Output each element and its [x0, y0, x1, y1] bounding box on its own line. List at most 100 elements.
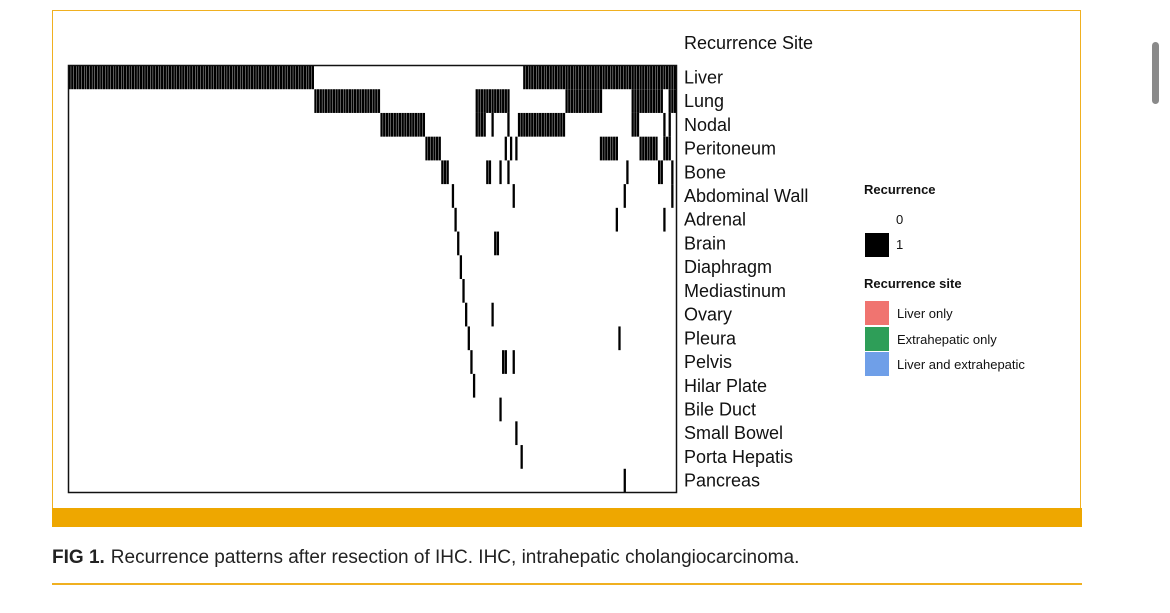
heatmap-cell	[623, 184, 626, 208]
heatmap-cell	[224, 65, 227, 90]
heatmap-cell	[377, 89, 381, 113]
heatmap-cell	[388, 112, 391, 137]
caption-text: Recurrence patterns after resection of I…	[110, 547, 800, 568]
heatmap-cell	[301, 65, 304, 90]
heatmap-cell	[406, 112, 410, 137]
heatmap-cell	[655, 65, 658, 90]
heatmap-cell	[309, 65, 312, 90]
heatmap-cell	[605, 136, 608, 161]
heatmap-cell	[644, 89, 648, 113]
heatmap-cell	[634, 65, 637, 90]
heatmap-cell	[642, 136, 645, 161]
heatmap-cell	[523, 65, 526, 90]
heatmap-cell	[583, 89, 587, 113]
heatmap-cell	[314, 89, 317, 113]
heatmap-cell	[354, 89, 357, 113]
heatmap-cell	[647, 89, 650, 113]
heatmap-cell	[356, 89, 359, 113]
heatmap-cell	[599, 136, 603, 161]
heatmap-cell	[512, 350, 515, 374]
heatmap-cell	[454, 207, 457, 232]
heatmap-cell	[253, 65, 256, 90]
heatmap-cell	[594, 89, 597, 113]
heatmap-cell	[108, 65, 111, 90]
row-label: Small Bowel	[684, 423, 783, 443]
heatmap-cell	[499, 160, 502, 185]
heatmap-cell	[615, 65, 618, 90]
heatmap-cell	[480, 112, 484, 137]
legend-recurrence-1: 1	[896, 237, 903, 252]
heatmap-cell	[340, 89, 344, 113]
heatmap-cell	[549, 112, 552, 137]
heatmap-cell	[591, 65, 595, 90]
heatmap-cell	[330, 89, 333, 113]
heatmap-cell	[290, 65, 293, 90]
heatmap-cell	[179, 65, 182, 90]
heatmap-cell	[488, 89, 492, 113]
row-label: Peritoneum	[684, 139, 776, 159]
heatmap-cell	[145, 65, 148, 90]
heatmap-cell	[443, 160, 447, 185]
heatmap-cell	[475, 112, 478, 137]
heatmap-cell	[129, 65, 132, 90]
heatmap-cell	[351, 89, 354, 113]
heatmap-cell	[491, 89, 494, 113]
heatmap-cell	[435, 136, 439, 161]
heatmap-cell	[396, 112, 399, 137]
heatmap-cell	[668, 89, 671, 113]
heatmap-cell	[100, 65, 103, 90]
heatmap-cell	[232, 65, 235, 90]
heatmap-cell	[496, 231, 500, 256]
heatmap-cell	[494, 89, 497, 113]
heatmap-cell	[467, 326, 470, 351]
heatmap-cell	[332, 89, 336, 113]
legend-swatch-1	[865, 233, 889, 257]
heatmap-cell	[631, 112, 634, 137]
heatmap-cell	[346, 89, 349, 113]
heatmap-cell	[586, 89, 589, 113]
heatmap-cell	[570, 89, 574, 113]
heatmap-cell	[549, 65, 552, 90]
heatmap-cell	[665, 65, 669, 90]
heatmap-cell	[602, 65, 605, 90]
heatmap-cell	[644, 136, 648, 161]
heatmap-cell	[539, 112, 542, 137]
heatmap-cell	[470, 350, 473, 374]
heatmap-cell	[316, 89, 320, 113]
heatmap-cell	[488, 160, 492, 185]
heatmap-cell	[457, 231, 460, 256]
scrollbar[interactable]	[1152, 42, 1159, 104]
heatmap-cell	[517, 112, 521, 137]
heatmap-cell	[142, 65, 145, 90]
heatmap-cell	[583, 65, 587, 90]
heatmap-cell	[380, 112, 383, 137]
heatmap-cell	[605, 65, 608, 90]
heatmap-cell	[116, 65, 119, 90]
heatmap-cell	[266, 65, 270, 90]
heatmap-cell	[634, 89, 637, 113]
heatmap-cell	[272, 65, 275, 90]
heatmap-cell	[131, 65, 135, 90]
legend-swatch-liver-only	[865, 301, 889, 325]
figure-frame	[52, 10, 1081, 526]
heatmap-cell	[504, 350, 507, 374]
heatmap-cell	[607, 65, 611, 90]
heatmap-cell	[92, 65, 95, 90]
heatmap-cell	[544, 65, 547, 90]
heatmap-cell	[208, 65, 211, 90]
heatmap-cell	[319, 89, 322, 113]
heatmap-cell	[124, 65, 127, 90]
heatmap-cell	[118, 65, 122, 90]
heatmap-cell	[499, 89, 502, 113]
heatmap-cell	[372, 89, 375, 113]
heatmap-cell	[626, 65, 629, 90]
heatmap-border	[67, 64, 678, 494]
heatmap-cell	[187, 65, 190, 90]
heatmap-cell	[536, 112, 539, 137]
heatmap-cell	[139, 65, 143, 90]
heatmap-cell	[420, 112, 423, 137]
heatmap-cell	[650, 89, 653, 113]
heatmap-cell	[367, 89, 370, 113]
heatmap-cell	[525, 112, 529, 137]
heatmap-cell	[235, 65, 238, 90]
